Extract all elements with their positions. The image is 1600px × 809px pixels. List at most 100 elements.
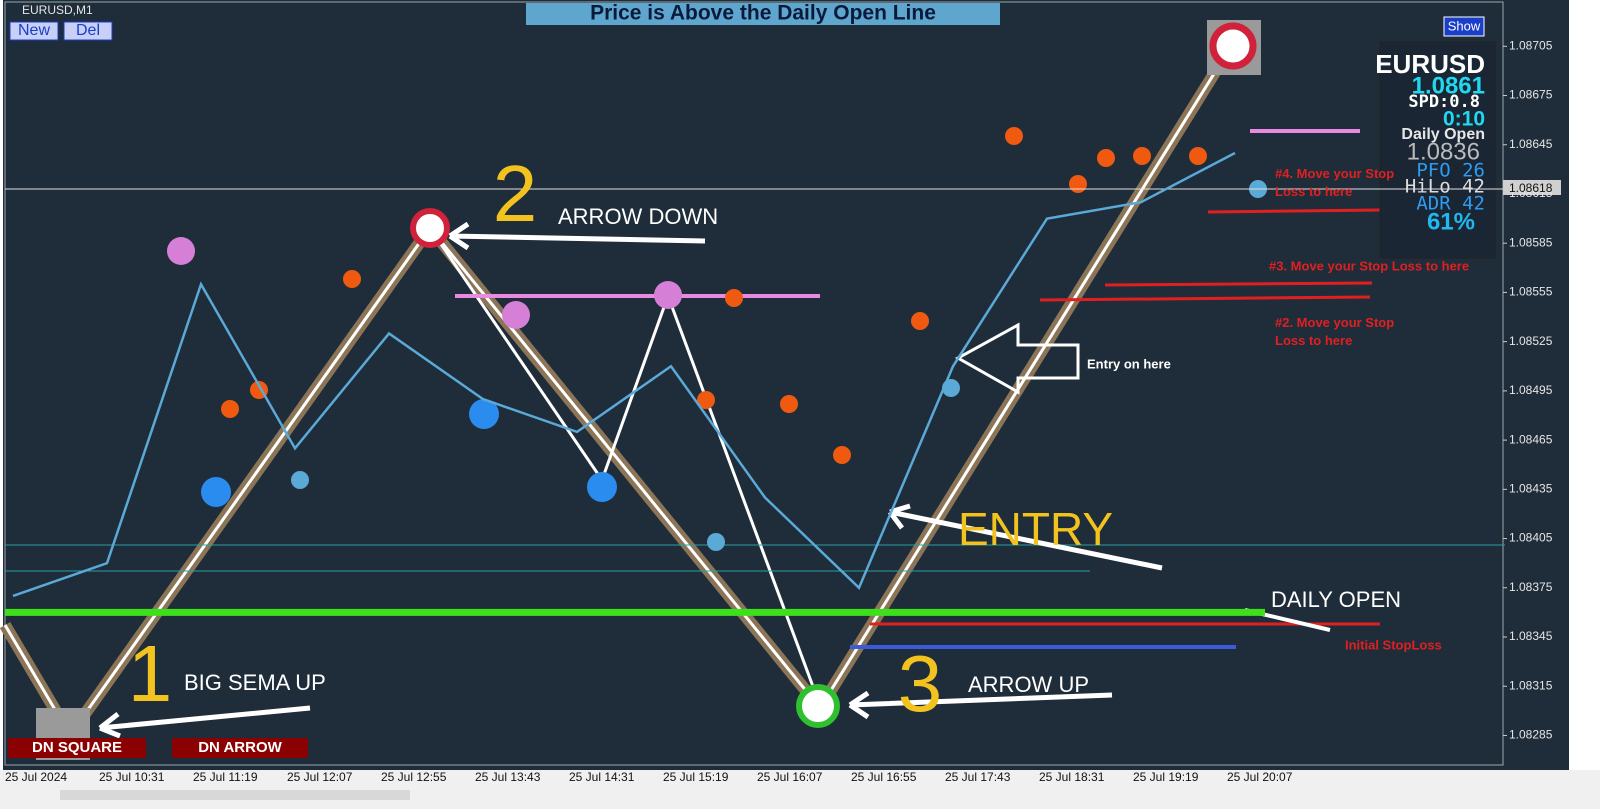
show-button-label[interactable]: Show bbox=[1448, 18, 1481, 33]
status-area bbox=[0, 770, 1600, 809]
panel-symbol: EURUSD bbox=[1375, 49, 1485, 79]
annotation: #4. Move your Stop Loss to here bbox=[1275, 166, 1394, 199]
y-tick-label: 1.08495 bbox=[1509, 383, 1553, 397]
annotations-drawing bbox=[0, 3, 1600, 809]
y-tick-label: 1.08525 bbox=[1509, 334, 1553, 348]
fractal-dot bbox=[780, 395, 798, 413]
y-tick-label: 1.08675 bbox=[1509, 88, 1553, 102]
new-button[interactable] bbox=[9, 21, 59, 41]
fractal-dot bbox=[697, 391, 715, 409]
scrollbar bbox=[60, 790, 410, 800]
annotation: 1 bbox=[128, 629, 173, 718]
x-tick-label: 25 Jul 11:19 bbox=[193, 770, 258, 784]
x-tick-label: 25 Jul 16:07 bbox=[757, 770, 823, 784]
stop-line bbox=[1207, 208, 1381, 214]
annotation: Entry on here bbox=[1087, 356, 1171, 371]
fractal-dot bbox=[833, 446, 851, 464]
y-tick-label: 1.08615 bbox=[1509, 186, 1553, 200]
y-tick-label: 1.08645 bbox=[1509, 137, 1553, 151]
panel-price: 1.0861 bbox=[1412, 72, 1485, 99]
label-box bbox=[172, 738, 308, 758]
chart-background bbox=[3, 0, 1569, 770]
y-tick-label: 1.08465 bbox=[1509, 432, 1553, 446]
fractal-dot bbox=[343, 270, 361, 288]
panel-pfo: PFO 26 bbox=[1416, 160, 1485, 182]
fractal-dot bbox=[1133, 147, 1151, 165]
hand-arrow bbox=[888, 503, 1163, 571]
x-tick-label: 25 Jul 12:07 bbox=[287, 770, 353, 784]
x-tick-label: 25 Jul 14:31 bbox=[569, 770, 635, 784]
current-price-label: 1.08618 bbox=[1509, 181, 1553, 195]
annotation-line: Loss to here bbox=[1275, 333, 1352, 348]
panel-daily-open: 1.0836 bbox=[1407, 138, 1480, 165]
stop-line bbox=[1039, 295, 1371, 302]
x-tick-label: 25 Jul 19:19 bbox=[1133, 770, 1199, 784]
fractal-dot bbox=[1097, 149, 1115, 167]
fractal-dot bbox=[911, 312, 929, 330]
annotation: BIG SEMA UP bbox=[184, 670, 326, 695]
sema-dot bbox=[502, 301, 530, 329]
hand-arrow bbox=[98, 705, 311, 739]
x-tick-label: 25 Jul 13:43 bbox=[475, 770, 541, 784]
annotation: DN ARROW bbox=[198, 739, 282, 756]
y-tick-label: 1.08705 bbox=[1509, 38, 1553, 52]
hand-arrow bbox=[448, 221, 706, 251]
y-tick-label: 1.08375 bbox=[1509, 580, 1553, 594]
arrow-down-icon bbox=[410, 208, 450, 248]
annotation: Initial StopLoss bbox=[1345, 637, 1442, 652]
y-tick-label: 1.08345 bbox=[1509, 629, 1553, 643]
annotation-line: Loss to here bbox=[1275, 184, 1352, 199]
x-tick-label: 25 Jul 15:19 bbox=[663, 770, 729, 784]
info-panel-text: EURUSD 1.0861 SPD:0.8 0:10 Daily Open 1.… bbox=[1375, 49, 1485, 235]
panel-hilo: HiLo 42 bbox=[1405, 176, 1485, 198]
show-button[interactable] bbox=[1443, 16, 1485, 37]
y-tick-label: 1.08285 bbox=[1509, 728, 1553, 742]
new-button-label[interactable]: New bbox=[18, 22, 50, 39]
annotation-line: #2. Move your Stop bbox=[1275, 315, 1394, 330]
annotation: DAILY OPEN bbox=[1271, 587, 1401, 612]
fractal-dot bbox=[1069, 175, 1087, 193]
fractal-dot bbox=[1005, 127, 1023, 145]
panel-percent: 61% bbox=[1427, 208, 1475, 235]
annotation: ARROW UP bbox=[968, 672, 1089, 697]
panel-daily-open-label: Daily Open bbox=[1401, 126, 1485, 143]
zigzag-inner bbox=[428, 227, 820, 701]
sema-dot bbox=[201, 477, 231, 507]
fractal-dot bbox=[291, 471, 309, 489]
fractal-dot bbox=[221, 400, 239, 418]
x-tick-label: 25 Jul 10:31 bbox=[99, 770, 165, 784]
price-line bbox=[12, 151, 1236, 598]
panel-timer: 0:10 bbox=[1443, 108, 1485, 131]
x-tick-label: 25 Jul 17:43 bbox=[945, 770, 1011, 784]
x-tick-label: 25 Jul 12:55 bbox=[381, 770, 447, 784]
y-tick-label: 1.08315 bbox=[1509, 678, 1553, 692]
y-tick-label: 1.08585 bbox=[1509, 235, 1553, 249]
x-tick-label: 25 Jul 20:07 bbox=[1227, 770, 1293, 784]
fractal-dot bbox=[707, 533, 725, 551]
chart-title: Price is Above the Daily Open Line bbox=[590, 2, 936, 25]
annotation: ENTRY bbox=[958, 503, 1113, 555]
x-tick-label: 25 Jul 16:55 bbox=[851, 770, 917, 784]
panel-adr: ADR 42 bbox=[1416, 193, 1485, 215]
stop-line bbox=[1104, 281, 1373, 287]
annotation: #2. Move your Stop Loss to here bbox=[1275, 315, 1394, 348]
del-button-label[interactable]: Del bbox=[76, 22, 100, 39]
sema-dot bbox=[654, 281, 682, 309]
del-button[interactable] bbox=[63, 21, 113, 41]
annotation-line: #4. Move your Stop bbox=[1275, 166, 1394, 181]
y-tick-label: 1.08435 bbox=[1509, 482, 1553, 496]
title-box bbox=[526, 3, 1000, 25]
annotation: DN SQUARE bbox=[32, 739, 122, 756]
annotation: 2 bbox=[493, 149, 538, 238]
x-tick-label: 25 Jul 2024 bbox=[5, 770, 67, 784]
annotation: 3 bbox=[898, 639, 943, 728]
sema-dot bbox=[587, 472, 617, 502]
arrow-down-icon bbox=[1209, 22, 1257, 70]
info-panel bbox=[1379, 41, 1496, 259]
hand-arrow bbox=[848, 690, 1113, 720]
entry-arrow bbox=[954, 322, 1080, 395]
label-box bbox=[8, 738, 146, 758]
sema-dot bbox=[469, 399, 499, 429]
plot-frame bbox=[4, 1, 1504, 766]
